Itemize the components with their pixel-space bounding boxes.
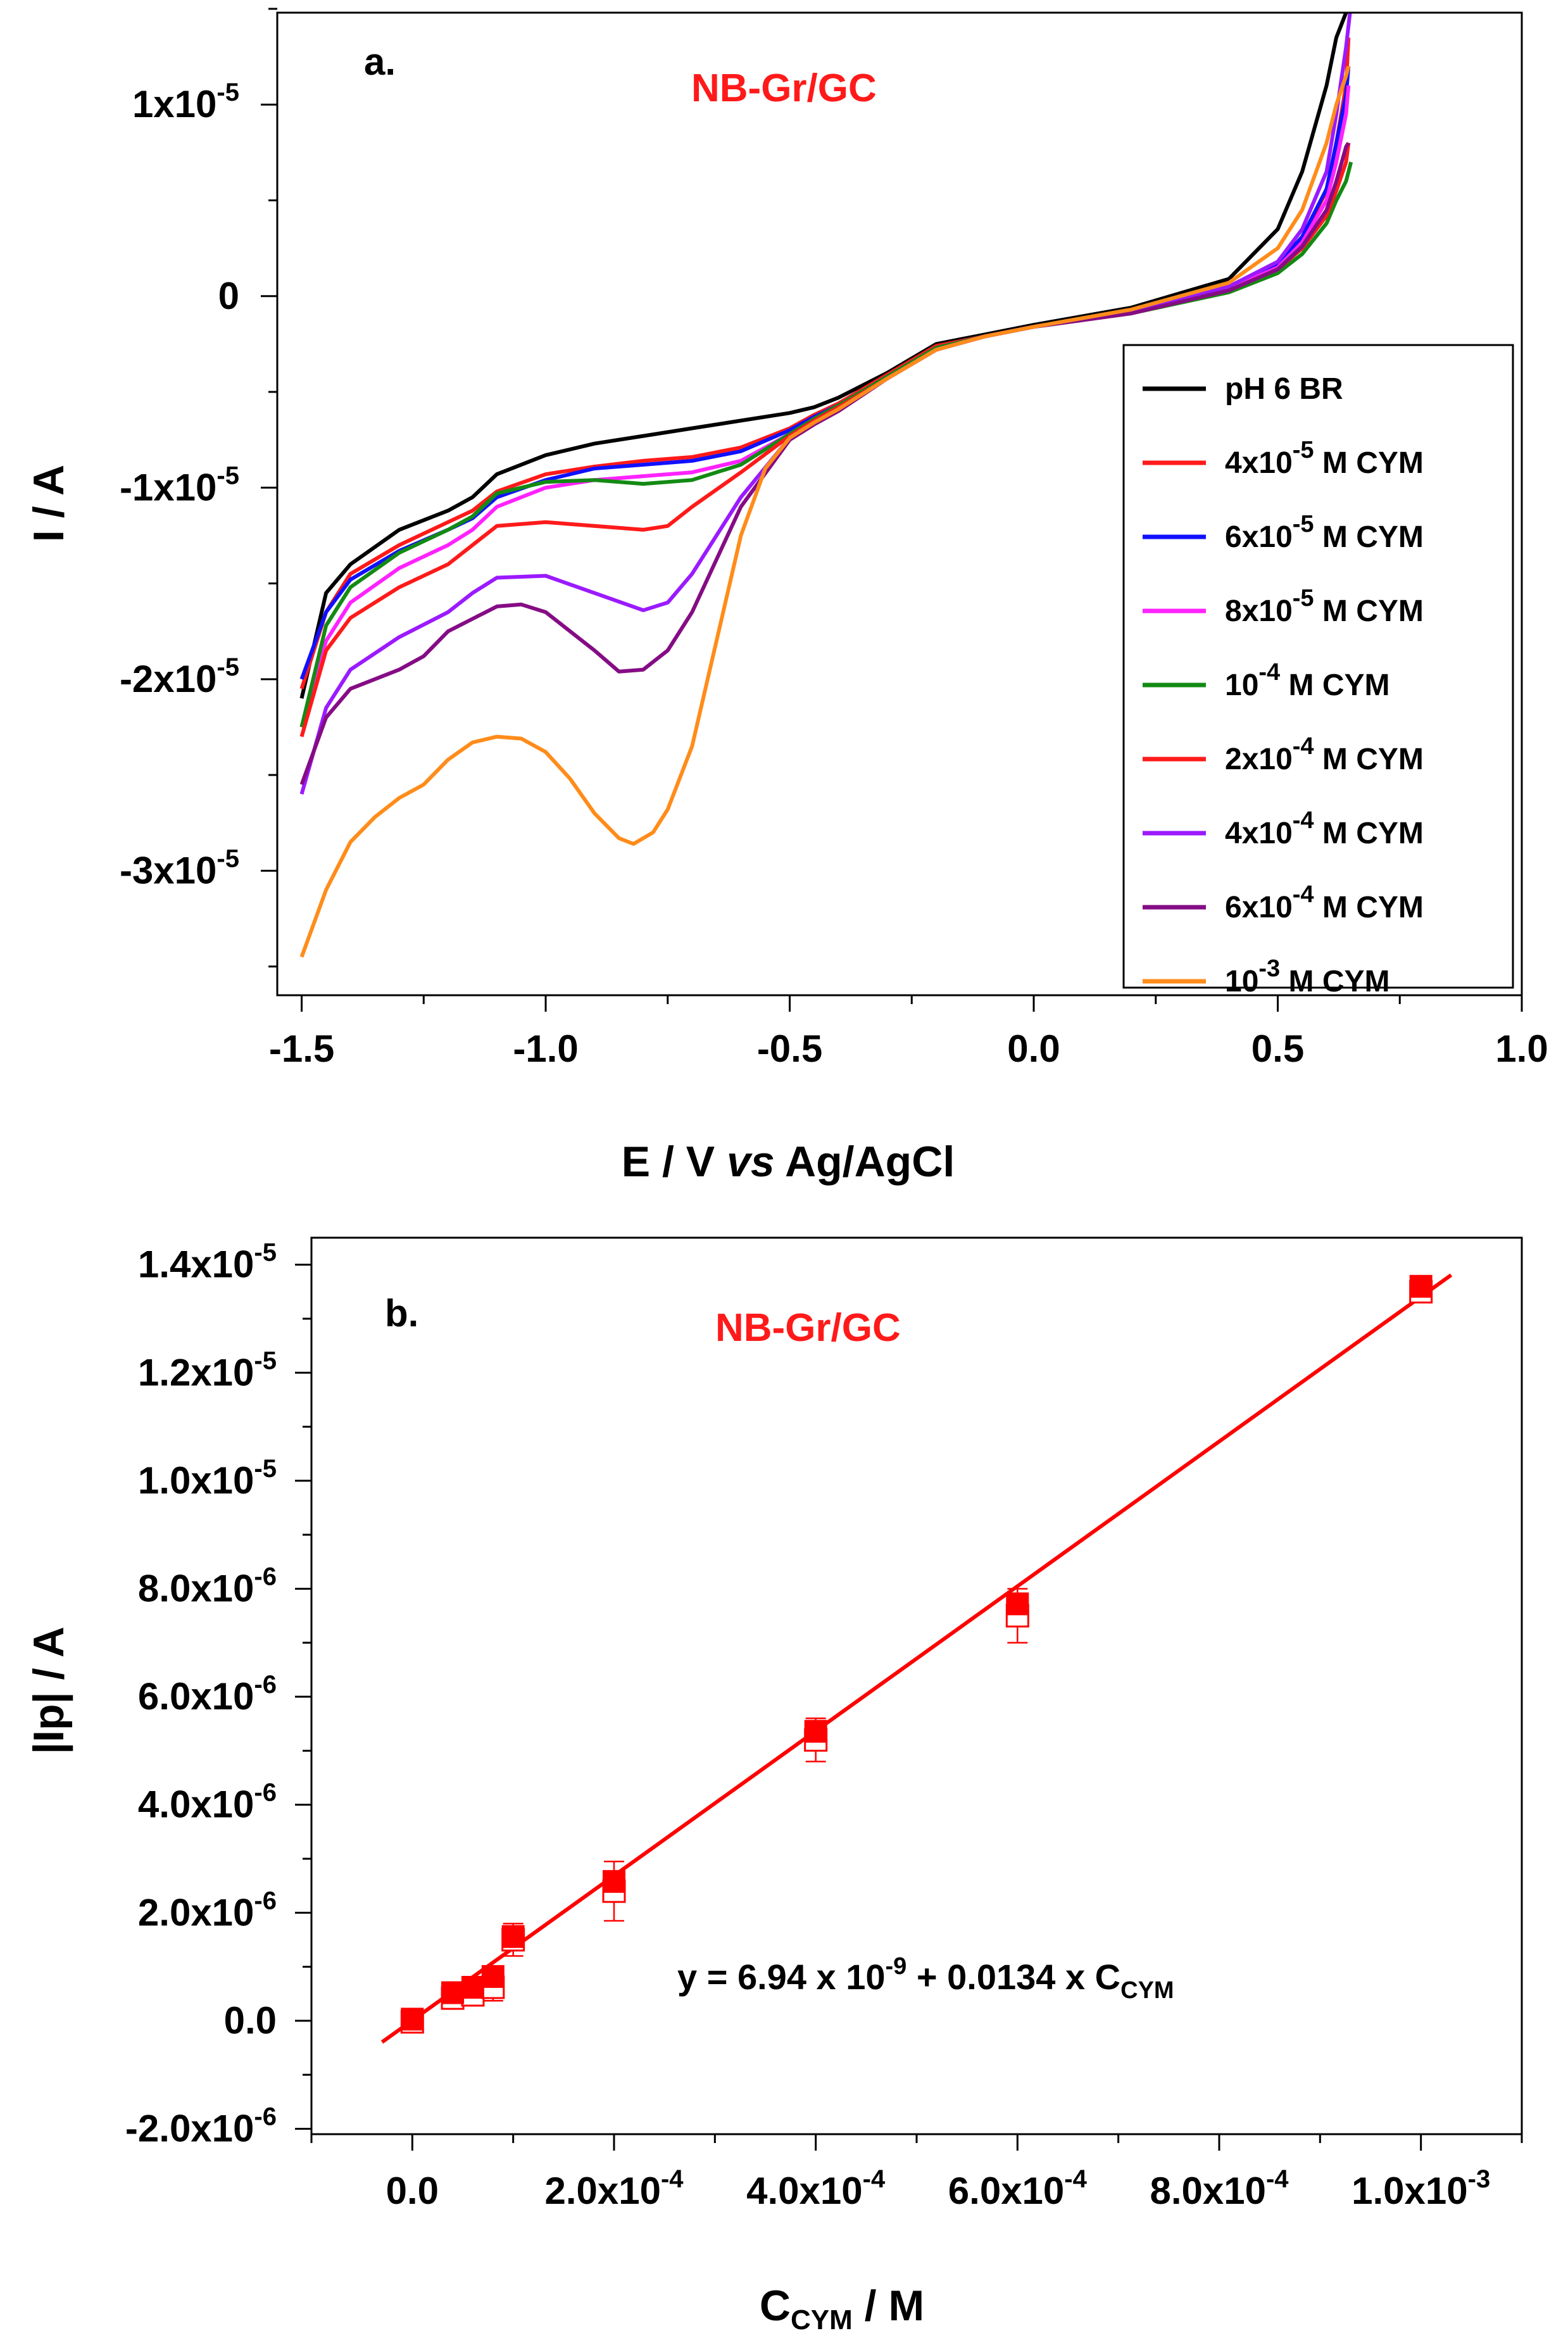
panel-b-y-tick-label: -2.0x10-6 bbox=[125, 2103, 277, 2149]
panel-a-xlabel: E / V vs Ag/AgCl bbox=[622, 1138, 955, 1186]
panel-b-point-filled bbox=[501, 1925, 525, 1948]
panel-b-point-filled bbox=[461, 1975, 484, 1999]
panel-a-x-tick-label: 0.5 bbox=[1251, 1028, 1304, 1070]
panel-b-x-tick-label: 8.0x10-4 bbox=[1150, 2165, 1289, 2212]
panel-b-annotation: NB-Gr/GC bbox=[715, 1306, 901, 1350]
panel-b-y-tick-label: 4.0x10-6 bbox=[138, 1779, 277, 1826]
panel-a-legend: pH 6 BR 4x10-5 M CYM 6x10-5 M CYM 8x10-5 M … bbox=[1122, 344, 1514, 998]
panel-a-y-tick-label: -2x10-5 bbox=[120, 653, 239, 700]
panel-b-point-filled bbox=[441, 1981, 465, 2004]
legend-entry: 4x10-5 M CYM bbox=[1225, 437, 1424, 480]
panel-a-chart: -1.5 -1.0 -0.5 0.0 0.5 1.0 1x10-5 0 -1x10-5 -2x1… bbox=[25, 8, 1548, 1186]
panel-a-x-tick-label: 0.0 bbox=[1007, 1028, 1060, 1070]
legend-box bbox=[1122, 344, 1514, 989]
panel-b-point-filled bbox=[401, 2008, 424, 2031]
panel-b-letter: b. bbox=[385, 1292, 418, 1335]
legend-entry: 6x10-5 M CYM bbox=[1225, 511, 1424, 554]
panel-a-ylabel: I / A bbox=[25, 465, 73, 542]
panel-a-series-9 bbox=[299, 65, 1351, 958]
panel-a-x-tick-label: -1.0 bbox=[513, 1028, 578, 1070]
legend-entry: 2x10-4 M CYM bbox=[1225, 733, 1424, 776]
panel-b-point-filled bbox=[1006, 1592, 1029, 1616]
legend-entry: 4x10-4 M CYM bbox=[1225, 807, 1424, 850]
panel-b-point-filled bbox=[603, 1870, 625, 1893]
panel-a-y-tick-label: 1x10-5 bbox=[132, 79, 239, 125]
panel-b-y-tick-label: 0.0 bbox=[224, 1999, 277, 2042]
panel-b-x-tick-label: 4.0x10-4 bbox=[746, 2165, 886, 2212]
panel-b-point-filled bbox=[481, 1965, 505, 1988]
panel-b-y-tick-label: 6.0x10-6 bbox=[138, 1671, 277, 1718]
panel-b-y-tick-label: 2.0x10-6 bbox=[138, 1887, 277, 1933]
panel-b-ylabel: |Ip| / A bbox=[25, 1626, 73, 1754]
panel-a-frame bbox=[276, 11, 1523, 996]
panel-b-x-tick-label: 1.0x10-3 bbox=[1352, 2165, 1490, 2212]
panel-a-letter: a. bbox=[364, 41, 396, 83]
panel-b-point-filled bbox=[1409, 1274, 1433, 1298]
panel-a-y-tick-label: -1x10-5 bbox=[120, 462, 239, 508]
panel-a-x-tick-label: 1.0 bbox=[1495, 1028, 1548, 1070]
panel-a-x-tick-label: -1.5 bbox=[269, 1028, 334, 1070]
panel-b-y-tick-label: 1.4x10-5 bbox=[138, 1239, 277, 1286]
panel-b-xlabel: CCYM / M bbox=[760, 2282, 924, 2336]
panel-b-x-tick-label: 6.0x10-4 bbox=[948, 2165, 1088, 2212]
panel-b-x-tick-label: 0.0 bbox=[386, 2170, 439, 2212]
legend-entry: 6x10-4 M CYM bbox=[1225, 881, 1424, 924]
panel-b-x-tick-label: 2.0x10-4 bbox=[544, 2165, 684, 2212]
panel-a-series-1 bbox=[299, 11, 1348, 699]
legend-entry: 8x10-5 M CYM bbox=[1225, 585, 1424, 628]
legend-entry: 10-4 M CYM bbox=[1225, 659, 1390, 702]
legend-entry: 10-3 M CYM bbox=[1225, 955, 1390, 998]
panel-b-chart: 0.0 2.0x10-4 4.0x10-4 6.0x10-4 8.0x10-4 1.0x1… bbox=[25, 1236, 1523, 2336]
panel-b-fit-line bbox=[380, 1273, 1453, 2044]
panel-a-x-tick-label: -0.5 bbox=[757, 1028, 822, 1070]
panel-b-y-tick-label: 1.0x10-5 bbox=[138, 1455, 277, 1502]
panel-a-y-tick-label: 0 bbox=[218, 275, 239, 317]
panel-b-y-tick-label: 8.0x10-6 bbox=[138, 1562, 277, 1609]
panel-a-y-tick-label: -3x10-5 bbox=[120, 845, 239, 891]
panel-b-equation: y = 6.94 x 10-9 + 0.0134 x CCYM bbox=[677, 1953, 1174, 2004]
panel-b-y-tick-label: 1.2x10-5 bbox=[138, 1347, 277, 1393]
panel-a-annotation: NB-Gr/GC bbox=[691, 66, 877, 110]
panel-b-point-filled bbox=[804, 1719, 827, 1743]
legend-entry: pH 6 BR bbox=[1225, 372, 1343, 406]
